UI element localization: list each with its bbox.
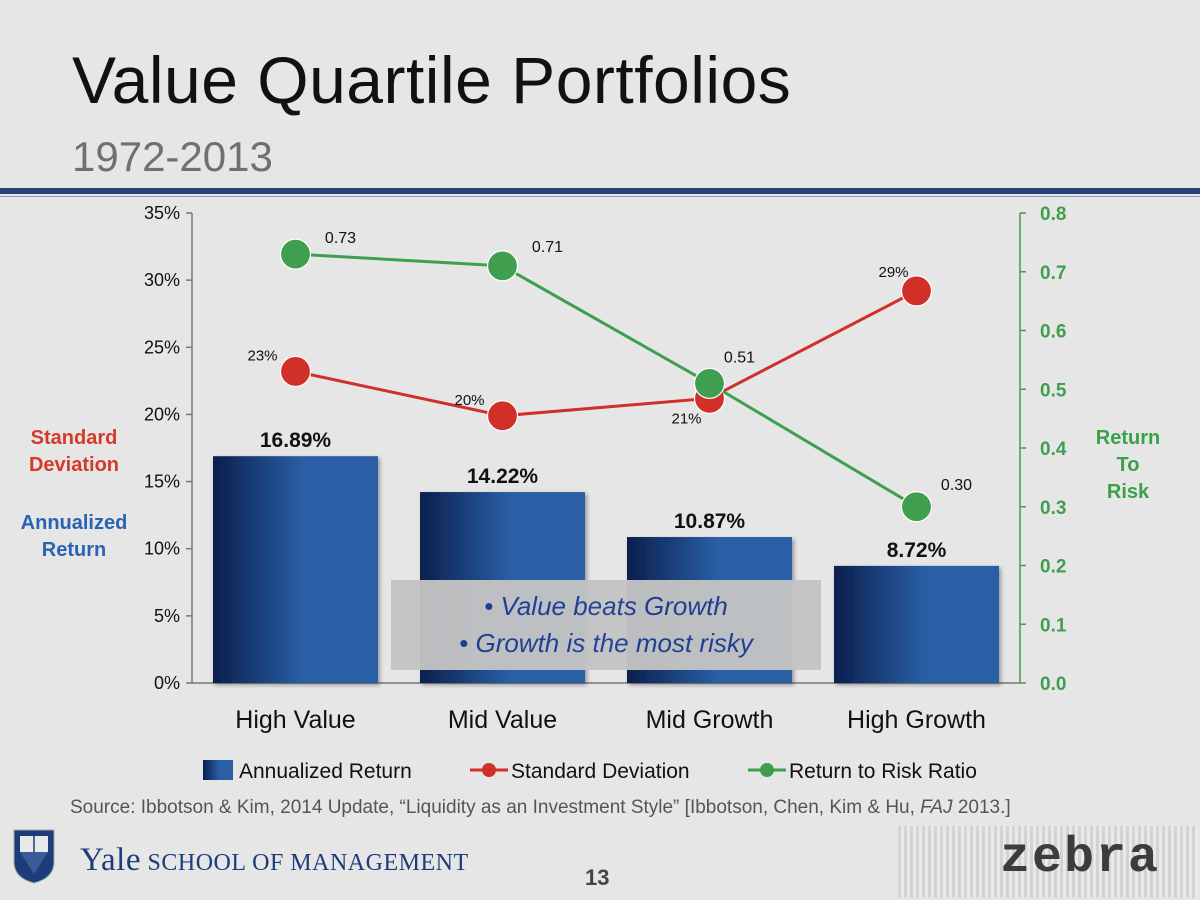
source-citation: Source: Ibbotson & Kim, 2014 Update, “Li… — [70, 797, 1011, 819]
ar-label-line-2: Return — [41, 539, 107, 561]
right-axis-tick-label: 0.3 — [1040, 498, 1066, 519]
return-to-risk-value-label: 0.73 — [325, 230, 356, 247]
return-to-risk-point — [279, 238, 312, 270]
bar-annualized-return — [834, 565, 999, 683]
return-to-risk-value-label: 0.71 — [532, 239, 563, 256]
standard-deviation-value-label: 29% — [878, 264, 908, 281]
standard-deviation-value-label: 21% — [671, 410, 701, 427]
standard-deviation-point — [279, 355, 312, 388]
return-to-risk-value-label: 0.51 — [724, 349, 755, 366]
sd-label-line-2: Deviation — [28, 454, 120, 476]
callout-line-2: • Growth is the most risky — [459, 628, 753, 658]
right-axis-tick-label: 0.6 — [1040, 322, 1066, 343]
right-axis-tick-label: 0.5 — [1040, 380, 1067, 401]
return-to-risk-value-label: 0.30 — [941, 477, 972, 494]
school-name-yale: Yale — [80, 842, 141, 878]
bar-value-label: 14.22% — [467, 465, 539, 488]
page-number: 13 — [585, 865, 610, 890]
standard-deviation-point — [900, 275, 933, 307]
sd-label-line-1: Standard — [30, 427, 118, 449]
return-to-risk-point — [486, 250, 519, 282]
school-name-rest: SCHOOL OF MANAGEMENT — [147, 850, 469, 876]
left-axis-tick-label: 0% — [154, 673, 180, 693]
legend-label-return-to-risk: Return to Risk Ratio — [789, 760, 977, 783]
left-axis-tick-label: 10% — [144, 539, 180, 559]
slide-title: Value Quartile Portfolios — [72, 43, 792, 117]
bar-value-label: 8.72% — [887, 539, 947, 562]
left-axis-tick-label: 5% — [154, 606, 180, 626]
source-tail: 2013.] — [952, 797, 1011, 818]
bar-value-label: 10.87% — [674, 510, 746, 533]
yale-crest-icon — [13, 829, 55, 884]
return-to-risk-point — [693, 367, 726, 399]
return-to-risk-line — [295, 252, 918, 509]
rr-label-line-1: Return — [1095, 427, 1161, 449]
right-axis-tick-label: 0.0 — [1040, 674, 1066, 695]
bar-annualized-return — [213, 456, 378, 683]
standard-deviation-value-label: 23% — [247, 347, 277, 364]
legend-marker-standard-deviation — [482, 763, 496, 777]
bar-value-label: 16.89% — [260, 429, 332, 452]
right-axis-tick-label: 0.8 — [1040, 204, 1066, 225]
rr-label-line-2: To — [1116, 454, 1140, 476]
standard-deviation-line — [295, 289, 918, 418]
return-to-risk-point — [900, 491, 933, 523]
legend-label-standard-deviation: Standard Deviation — [511, 760, 690, 783]
right-axis-tick-label: 0.4 — [1040, 439, 1067, 460]
key-takeaways-callout: • Value beats Growth • Growth is the mos… — [391, 580, 821, 670]
left-axis-tick-label: 15% — [144, 472, 180, 492]
category-label: Mid Growth — [646, 706, 774, 734]
standard-deviation-axis-label: Standard Deviation — [18, 425, 130, 479]
legend-marker-return-to-risk — [760, 763, 774, 777]
source-text: Source: Ibbotson & Kim, 2014 Update, “Li… — [70, 797, 921, 818]
title-divider-thin — [0, 196, 1200, 197]
category-label: High Growth — [847, 706, 986, 734]
zebra-logo: zebra — [1000, 830, 1161, 887]
legend-swatch-annualized-return — [203, 760, 233, 780]
annualized-return-axis-label: Annualized Return — [8, 510, 140, 564]
school-name: Yale SCHOOL OF MANAGEMENT — [80, 842, 469, 879]
legend-label-annualized-return: Annualized Return — [239, 760, 412, 783]
left-axis-tick-label: 20% — [144, 404, 180, 424]
slide-subtitle: 1972-2013 — [72, 133, 273, 180]
right-axis-tick-label: 0.2 — [1040, 557, 1066, 578]
standard-deviation-point — [486, 400, 519, 432]
left-axis-tick-label: 35% — [144, 203, 180, 223]
right-axis-tick-label: 0.7 — [1040, 263, 1066, 284]
category-label: Mid Value — [448, 706, 557, 734]
callout-line-1: • Value beats Growth — [484, 591, 728, 621]
left-axis-tick-label: 25% — [144, 337, 180, 357]
standard-deviation-value-label: 20% — [454, 392, 484, 409]
category-label: High Value — [235, 706, 355, 734]
rr-label-line-3: Risk — [1106, 481, 1150, 503]
zebra-logo-background — [898, 826, 1198, 898]
right-axis-tick-label: 0.1 — [1040, 615, 1067, 636]
source-journal: FAJ — [920, 797, 953, 818]
return-to-risk-axis-label: Return To Risk — [1080, 425, 1176, 506]
left-axis-tick-label: 30% — [144, 270, 180, 290]
ar-label-line-1: Annualized — [20, 512, 128, 534]
title-divider — [0, 188, 1200, 194]
